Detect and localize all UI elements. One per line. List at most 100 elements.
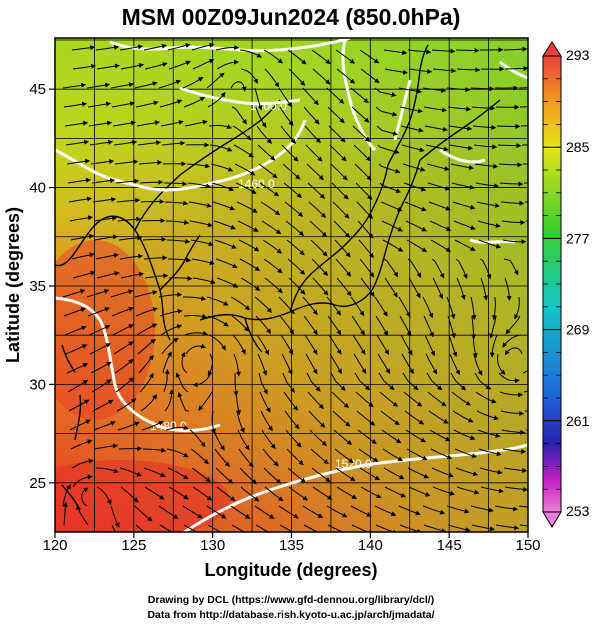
streamline	[374, 505, 397, 516]
streamline	[233, 353, 241, 377]
streamline	[118, 235, 143, 241]
streamline	[283, 391, 299, 411]
streamline	[164, 181, 188, 187]
streamline	[505, 315, 521, 335]
streamline	[65, 344, 88, 355]
streamline	[522, 144, 528, 146]
streamline	[475, 182, 500, 189]
streamline	[141, 421, 164, 431]
streamline	[287, 49, 307, 65]
streamline	[240, 486, 260, 502]
streamline	[137, 140, 162, 146]
streamline	[233, 144, 254, 158]
streamline	[86, 289, 110, 298]
streamline	[451, 391, 472, 406]
streamline	[429, 220, 452, 231]
streamline	[329, 353, 343, 375]
streamline	[96, 271, 120, 279]
streamline	[309, 220, 328, 238]
streamline	[137, 338, 156, 355]
streamline	[207, 91, 226, 108]
streamline	[281, 144, 299, 162]
streamline	[310, 448, 329, 465]
streamline	[302, 296, 318, 316]
streamline	[113, 139, 138, 146]
streamline	[350, 296, 365, 317]
streamline	[329, 144, 347, 162]
streamline	[398, 505, 421, 516]
streamline	[307, 182, 326, 199]
streamline	[332, 201, 350, 219]
streamline	[305, 144, 323, 162]
streamline	[262, 448, 279, 467]
streamline	[139, 372, 154, 393]
streamline	[359, 467, 381, 481]
streamline	[139, 179, 164, 185]
streamline	[192, 486, 213, 501]
y-axis-ticks: 25 30 35 40 45	[29, 81, 55, 492]
streamline	[255, 106, 267, 128]
streamline	[425, 353, 438, 375]
streamline	[64, 120, 89, 127]
streamline	[447, 106, 472, 112]
streamline	[230, 296, 251, 311]
streamline	[360, 68, 380, 84]
streamline	[480, 486, 504, 494]
colorbar-tick-label: 285	[566, 139, 590, 155]
streamline	[175, 372, 189, 393]
streamline	[264, 486, 284, 502]
streamline	[93, 215, 118, 222]
streamline	[400, 334, 413, 356]
streamline	[142, 236, 167, 242]
streamline	[424, 125, 448, 132]
streamline	[160, 324, 183, 336]
streamline	[163, 369, 170, 393]
streamline	[216, 277, 239, 288]
streamline	[504, 347, 523, 356]
streamline	[254, 505, 275, 519]
streamline	[216, 486, 236, 502]
streamline	[135, 307, 158, 317]
streamline	[91, 379, 112, 393]
streamline	[143, 255, 168, 261]
streamline	[336, 277, 352, 297]
streamline	[140, 394, 157, 412]
streamline	[96, 63, 121, 70]
streamline	[189, 429, 206, 448]
streamline	[501, 220, 526, 226]
streamline	[166, 448, 189, 458]
streamline	[263, 49, 283, 64]
streamline	[432, 68, 457, 74]
streamline	[231, 524, 253, 532]
streamline	[230, 505, 251, 519]
streamline	[400, 125, 424, 133]
streamline	[286, 448, 304, 466]
streamline	[235, 391, 241, 416]
streamline	[375, 315, 389, 336]
streamline	[450, 372, 467, 391]
streamline	[87, 307, 110, 317]
streamline	[214, 239, 237, 249]
streamline	[111, 306, 134, 317]
streamline	[474, 372, 492, 390]
streamline	[380, 410, 400, 426]
streamline	[432, 277, 444, 300]
streamline	[383, 49, 408, 55]
x-tick-label: 125	[121, 537, 146, 554]
streamline	[398, 87, 423, 94]
streamline	[378, 163, 401, 174]
streamline	[431, 258, 445, 279]
streamline	[374, 296, 388, 317]
streamline	[236, 201, 258, 213]
streamline	[183, 524, 205, 532]
streamline	[207, 353, 213, 376]
colorbar-ticks: 293 285 277 269 261 253	[543, 47, 590, 519]
streamline	[426, 163, 450, 171]
y-tick-label: 45	[29, 81, 46, 98]
streamline	[254, 296, 273, 313]
streamline	[71, 458, 94, 469]
streamline	[473, 353, 483, 376]
streamline	[422, 296, 434, 319]
streamline	[374, 87, 397, 98]
streamline	[377, 144, 400, 154]
